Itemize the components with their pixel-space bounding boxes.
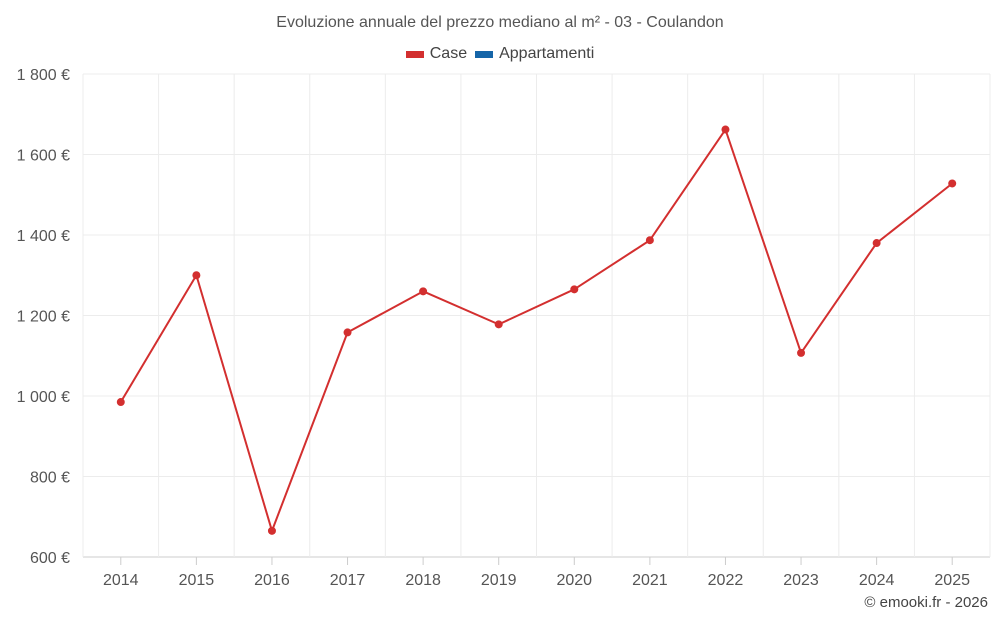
x-tick-label: 2025 [934,572,970,589]
chart-title: Evoluzione annuale del prezzo mediano al… [276,14,724,31]
x-tick-label: 2014 [103,572,139,589]
y-tick-label: 800 € [30,470,70,487]
x-tick-label: 2020 [556,572,592,589]
data-point [343,328,352,337]
legend-item-case[interactable]: Case [405,45,468,63]
legend-label-case: Case [429,45,468,62]
legend-label-appartamenti: Appartamenti [499,45,595,62]
y-tick-label: 1 800 € [17,67,70,84]
x-tick-label: 2019 [481,572,517,589]
x-tick-label: 2021 [632,572,668,589]
x-tick-label: 2022 [708,572,744,589]
data-point [494,320,503,329]
data-point [570,285,579,294]
data-point [192,271,201,280]
credit-text: © emooki.fr - 2026 [864,594,988,611]
legend-item-appartamenti[interactable]: Appartamenti [475,45,594,63]
data-point [721,125,730,134]
x-tick-label: 2015 [179,572,215,589]
data-point [645,236,654,245]
y-tick-label: 1 000 € [17,389,70,406]
legend-swatch-case [405,50,424,58]
y-tick-label: 600 € [30,550,70,567]
legend-swatch-appartamenti [475,50,494,58]
x-tick-label: 2024 [859,572,895,589]
legend: Case Appartamenti [0,45,1000,63]
data-point [797,348,806,357]
data-point [116,398,125,407]
y-tick-label: 1 400 € [17,228,70,245]
y-tick-label: 1 200 € [17,309,70,326]
data-point [419,287,428,296]
data-point [872,239,881,248]
data-point [948,179,957,188]
x-tick-label: 2018 [405,572,441,589]
x-tick-label: 2017 [330,572,366,589]
x-tick-label: 2016 [254,572,290,589]
series-line-case [119,128,953,532]
data-point [267,526,276,535]
x-tick-label: 2023 [783,572,819,589]
y-tick-label: 1 600 € [17,148,70,165]
